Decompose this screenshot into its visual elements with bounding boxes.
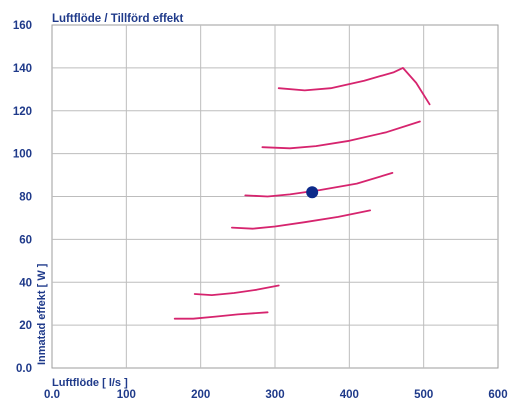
y-tick-label: 120 [13,106,32,118]
series-line-3 [231,209,371,230]
y-tick-label: 40 [19,277,32,289]
x-tick-labels: 0.0 100 200 300 400 500 600 [44,389,508,399]
y-tick-label: 0.0 [16,363,32,375]
y-tick-label: 20 [19,320,32,332]
y-tick-label: 140 [13,63,32,75]
x-tick-label: 300 [265,389,284,399]
series-line-2 [193,284,280,296]
operating-point-marker [306,186,319,199]
y-axis-label: Inmatad effekt [ W ] [36,263,48,365]
x-tick-label: 100 [117,389,136,399]
x-tick-label: 600 [488,389,507,399]
chart-title: Luftflöde / Tillförd effekt [52,13,184,25]
y-tick-label: 80 [19,192,32,204]
series-line-5 [261,120,421,150]
x-tick-label: 400 [340,389,359,399]
series-line-4 [244,172,394,198]
markers [306,186,319,199]
series-line-6 [277,67,431,106]
y-tick-label: 100 [13,149,32,161]
y-tick-label: 160 [13,20,32,32]
x-tick-label: 0.0 [44,389,60,399]
x-tick-label: 500 [414,389,433,399]
y-tick-labels: 0.0 20 40 60 80 100 120 140 160 [13,20,32,375]
x-tick-label: 200 [191,389,210,399]
series-line-1 [173,311,269,320]
y-tick-label: 60 [19,234,32,246]
x-axis-label: Luftflöde [ l/s ] [52,377,128,389]
curves [173,67,431,320]
